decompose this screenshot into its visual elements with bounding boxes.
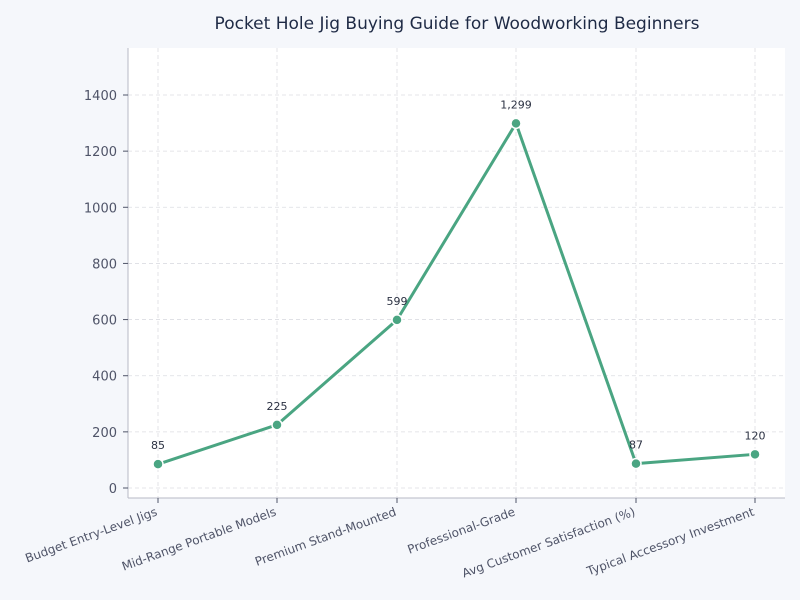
y-tick-label: 800 — [92, 257, 117, 272]
data-point-marker — [152, 458, 164, 470]
series-line — [156, 121, 757, 466]
data-point-marker — [749, 448, 761, 461]
data-point-marker — [271, 419, 283, 431]
data-value-label: 87 — [629, 439, 643, 452]
x-tick-label: Professional-Grade — [406, 505, 517, 557]
data-point-marker — [391, 314, 403, 326]
y-tick-label: 1400 — [84, 89, 117, 104]
y-tick-label: 600 — [92, 314, 117, 329]
data-value-label: 120 — [745, 429, 766, 442]
y-tick-label: 1000 — [84, 201, 117, 216]
data-point-marker — [630, 457, 642, 470]
y-tick-label: 400 — [92, 370, 117, 385]
y-axis-ticks: 0 200 400 600 800 1000 1200 1400 — [84, 89, 128, 497]
series-value: 85 225 599 1,299 87 120 — [151, 98, 766, 470]
data-value-label: 225 — [267, 400, 288, 413]
chart-title: Pocket Hole Jig Buying Guide for Woodwor… — [215, 14, 700, 34]
gridlines — [128, 48, 785, 498]
data-point-marker — [510, 117, 522, 130]
data-value-label: 85 — [151, 439, 165, 452]
y-tick-label: 1200 — [84, 145, 117, 160]
data-value-label: 1,299 — [500, 98, 532, 111]
y-tick-label: 0 — [109, 482, 117, 497]
y-tick-label: 200 — [92, 426, 117, 441]
data-value-label: 599 — [387, 295, 408, 308]
plot-area — [128, 48, 785, 498]
